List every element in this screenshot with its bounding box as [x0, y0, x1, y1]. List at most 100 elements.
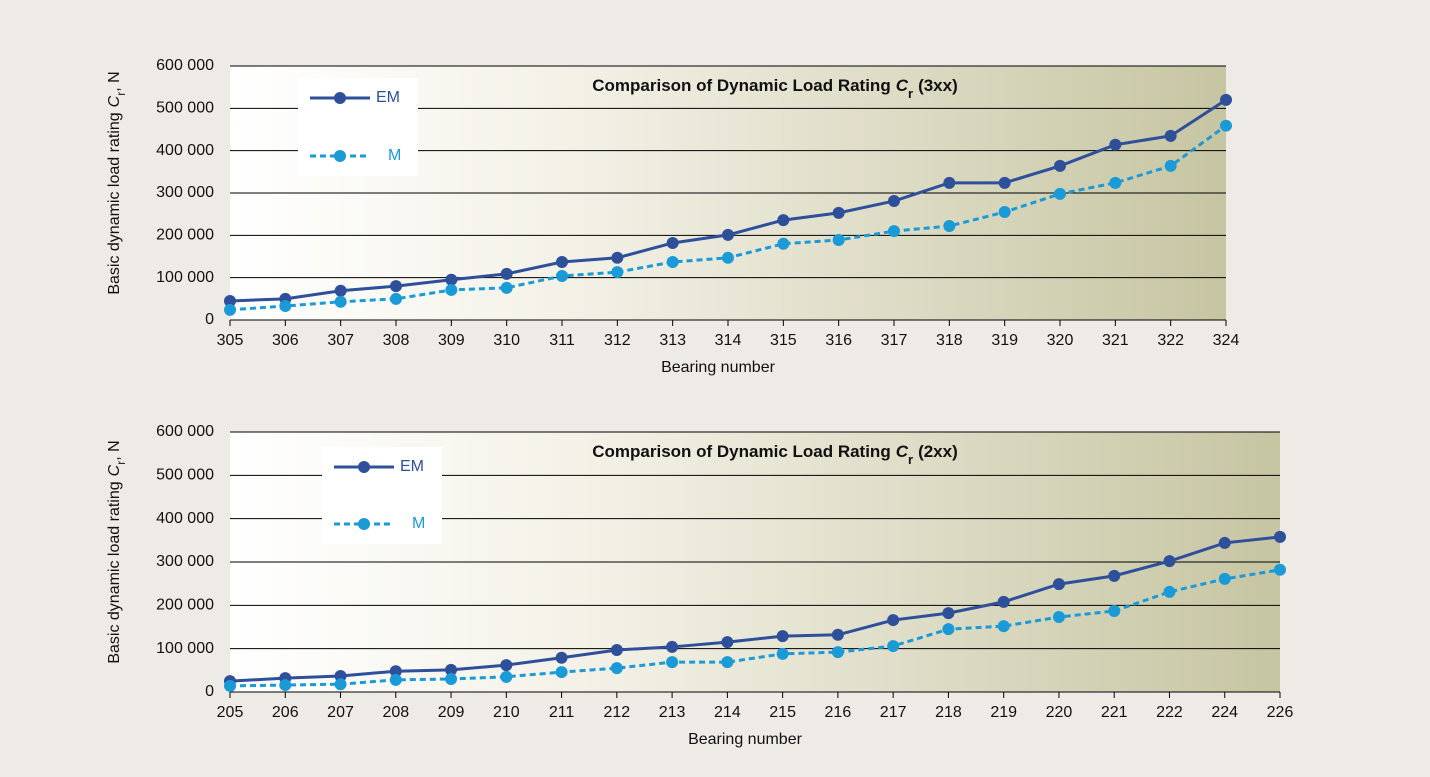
data-point [224, 294, 236, 307]
data-point [224, 679, 236, 692]
y-tick-label: 200 000 [156, 597, 214, 614]
x-tick-label: 318 [936, 332, 963, 349]
x-tick-label: 210 [493, 704, 520, 721]
data-point [666, 640, 679, 653]
x-tick-label: 307 [327, 332, 354, 349]
data-point [279, 679, 292, 692]
data-point [1220, 119, 1232, 132]
data-point [389, 673, 402, 686]
x-tick-label: 321 [1102, 332, 1129, 349]
data-point [777, 214, 790, 227]
data-point [666, 656, 679, 669]
data-point [721, 656, 734, 669]
data-point [1163, 585, 1176, 598]
legend-box [298, 78, 418, 176]
data-point [445, 283, 458, 296]
data-point [776, 647, 789, 660]
x-tick-label: 205 [217, 704, 244, 721]
data-point [1108, 569, 1121, 582]
x-tick-label: 221 [1101, 704, 1128, 721]
y-tick-label: 0 [205, 311, 214, 328]
title-subscript: r [908, 86, 913, 101]
data-point [1109, 176, 1122, 189]
data-point [500, 670, 513, 683]
y-label-text: Basic dynamic load rating [106, 112, 123, 294]
data-point [1054, 159, 1066, 172]
x-tick-label: 306 [272, 332, 299, 349]
data-point [666, 236, 679, 249]
data-point [1109, 138, 1122, 151]
legend-label: EM [376, 89, 400, 106]
data-point [832, 206, 845, 219]
data-point [943, 176, 956, 189]
data-point [887, 614, 900, 627]
title-suffix: (3xx) [918, 76, 958, 95]
y-label-subscript: r [114, 92, 128, 96]
legend-marker [334, 150, 346, 162]
y-axis-label: Basic dynamic load rating Cr, N [106, 71, 128, 294]
data-point [942, 607, 955, 620]
x-tick-label: 219 [990, 704, 1017, 721]
data-point [666, 256, 679, 269]
x-tick-label: 216 [825, 704, 852, 721]
x-axis-label: Bearing number [688, 731, 803, 748]
x-tick-label: 317 [881, 332, 908, 349]
y-tick-label: 100 000 [156, 269, 214, 286]
data-point [610, 643, 623, 656]
x-tick-label: 224 [1211, 704, 1238, 721]
data-point [500, 659, 513, 672]
x-tick-label: 315 [770, 332, 797, 349]
x-tick-label: 213 [659, 704, 686, 721]
data-point [1108, 604, 1121, 617]
x-tick-label: 209 [438, 704, 465, 721]
title-symbol: C [896, 442, 909, 461]
x-tick-label: 212 [603, 704, 630, 721]
x-axis-label: Bearing number [661, 359, 776, 376]
title-text: Comparison of Dynamic Load Rating [592, 76, 890, 95]
x-tick-label: 316 [825, 332, 852, 349]
series-line [229, 535, 1281, 683]
x-tick-label: 319 [991, 332, 1018, 349]
chart-title: Comparison of Dynamic Load Rating Cr (2xx) [592, 442, 958, 466]
series-line [229, 568, 1281, 688]
y-tick-label: 100 000 [156, 640, 214, 657]
data-point [389, 665, 402, 678]
data-point [1163, 555, 1176, 568]
x-tick-label: 312 [604, 332, 631, 349]
title-subscript: r [908, 452, 913, 467]
x-tick-label: 308 [383, 332, 410, 349]
data-point [334, 669, 347, 682]
y-label-symbol: C [106, 464, 123, 476]
data-point [555, 651, 568, 664]
data-point [334, 295, 347, 308]
y-tick-label: 500 000 [156, 467, 214, 484]
title-text: Comparison of Dynamic Load Rating [592, 442, 890, 461]
data-point [500, 281, 513, 294]
data-point [942, 623, 955, 636]
chart-title: Comparison of Dynamic Load Rating Cr (3xx) [592, 76, 958, 100]
data-point [943, 220, 956, 233]
y-tick-label: 300 000 [156, 553, 214, 570]
data-point [998, 176, 1011, 189]
data-point [445, 273, 458, 286]
x-tick-label: 314 [715, 332, 742, 349]
x-tick-label: 211 [549, 704, 575, 721]
data-point [334, 678, 347, 691]
data-point [224, 303, 236, 316]
data-point [1274, 563, 1286, 576]
legend-box [322, 447, 442, 544]
data-point [334, 284, 347, 297]
title-symbol: C [896, 76, 909, 95]
x-tick-label: 207 [327, 704, 354, 721]
y-axis-label: Basic dynamic load rating Cr, N [106, 440, 128, 663]
data-point [722, 251, 734, 264]
data-point [1054, 187, 1066, 200]
x-tick-label: 215 [769, 704, 796, 721]
legend-label: M [388, 147, 401, 164]
data-point [831, 628, 844, 641]
y-tick-label: 600 000 [156, 423, 214, 440]
data-point [555, 666, 568, 679]
data-point [1220, 93, 1232, 106]
y-tick-label: 200 000 [156, 227, 214, 244]
